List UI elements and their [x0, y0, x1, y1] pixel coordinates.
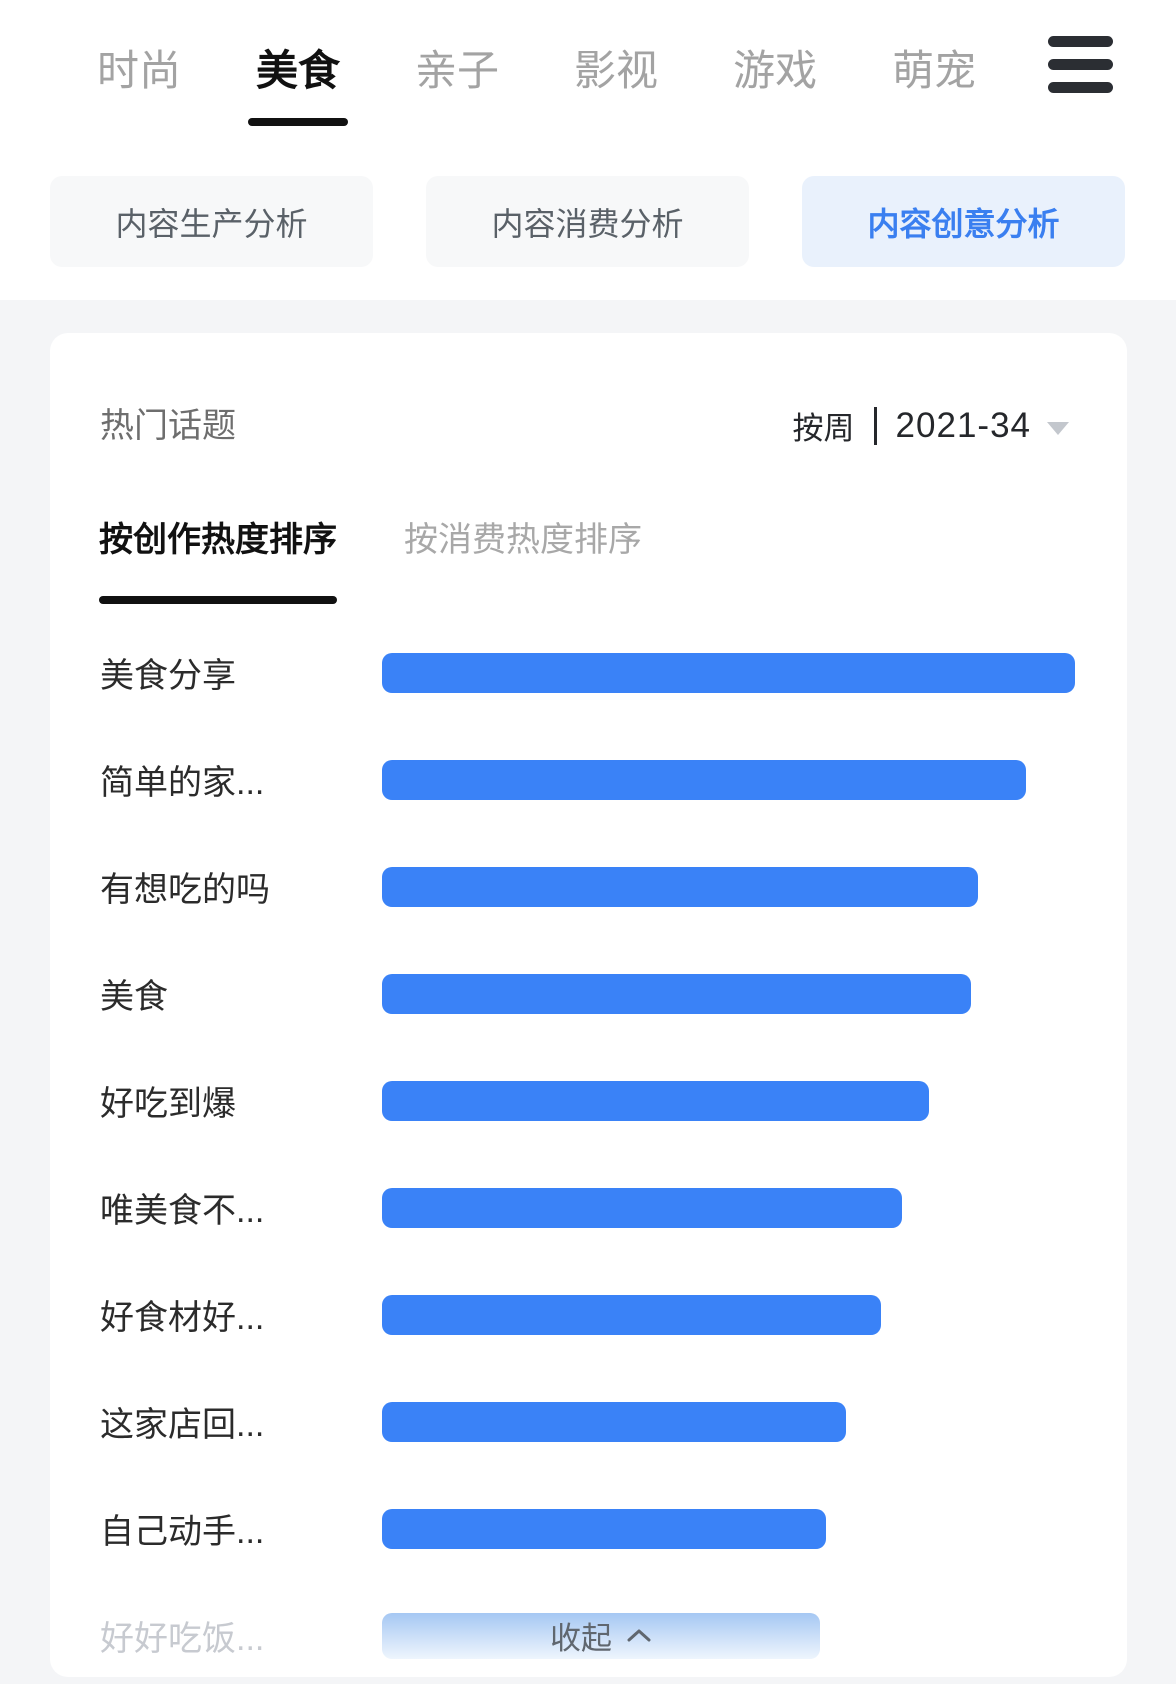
topic-row: 有想吃的吗: [50, 833, 1127, 940]
category-tab-label: 亲子: [415, 47, 500, 94]
topic-row: 美食: [50, 940, 1127, 1047]
topic-label: 美食分享: [100, 657, 236, 695]
top-bar: 时尚 美食 亲子 影视 游戏 萌宠 内容生产分析 内容消费分析 内容创意分析: [0, 0, 1176, 300]
category-tab[interactable]: 亲子: [415, 37, 499, 126]
category-tab[interactable]: 影视: [574, 37, 658, 126]
analysis-mode-pills: 内容生产分析 内容消费分析 内容创意分析: [50, 176, 1125, 267]
topic-label: 好吃到爆: [100, 1085, 236, 1123]
topic-bar-chart: 美食分享 简单的家... 有想吃的吗 美食 好吃到爆 唯美食不... 好食材好.…: [50, 619, 1127, 1677]
caret-down-icon: [1047, 421, 1069, 435]
analysis-mode-pill[interactable]: 内容消费分析: [426, 176, 749, 267]
sort-tab-label: 按消费热度排序: [404, 521, 642, 559]
topic-row: 美食分享: [50, 619, 1127, 726]
topic-row: 简单的家...: [50, 726, 1127, 833]
active-sort-underline: [99, 596, 337, 604]
topic-row: 好吃到爆: [50, 1047, 1127, 1154]
category-tab-label: 时尚: [97, 47, 182, 94]
hot-topics-card: 热门话题 按周 2021-34 按创作热度排序 按消费热度排序 美食分享 简单的…: [50, 333, 1127, 1677]
period-selector[interactable]: 按周 2021-34: [793, 403, 1069, 448]
period-value: 2021-34: [895, 405, 1031, 445]
topic-label-collapsed: 好好吃饭...: [100, 1620, 265, 1658]
topic-label: 这家店回...: [100, 1406, 265, 1444]
topic-bar[interactable]: [382, 1080, 929, 1121]
collapse-label: 收起: [550, 1621, 612, 1656]
topic-bar[interactable]: [382, 652, 1075, 693]
topic-row: 自己动手...: [50, 1475, 1127, 1582]
topic-row: 这家店回...: [50, 1368, 1127, 1475]
analysis-mode-pill[interactable]: 内容生产分析: [50, 176, 373, 267]
sort-tab[interactable]: 按创作热度排序: [99, 520, 337, 604]
card-header: 热门话题 按周 2021-34: [50, 333, 1127, 448]
topic-label: 美食: [100, 978, 168, 1016]
topic-bar[interactable]: [382, 1294, 881, 1335]
card-title: 热门话题: [100, 406, 236, 445]
sort-tab[interactable]: 按消费热度排序: [404, 520, 642, 604]
topic-label: 唯美食不...: [100, 1192, 265, 1230]
period-mode-label: 按周: [792, 411, 855, 446]
collapsed-topic-row: 好好吃饭... 收起: [50, 1582, 1127, 1677]
topic-bar[interactable]: [382, 1508, 826, 1549]
active-tab-underline: [248, 118, 349, 126]
topic-bar[interactable]: [382, 973, 971, 1014]
topic-row: 好食材好...: [50, 1261, 1127, 1368]
sort-tab-label: 按创作热度排序: [99, 521, 337, 559]
topic-bar[interactable]: [382, 759, 1026, 800]
topic-bar[interactable]: [382, 1401, 846, 1442]
category-tab-label: 美食: [256, 47, 341, 94]
topic-label: 简单的家...: [100, 764, 265, 802]
topic-row: 唯美食不...: [50, 1154, 1127, 1261]
topic-label: 有想吃的吗: [100, 871, 270, 909]
category-tab[interactable]: 萌宠: [892, 37, 976, 126]
hamburger-bar: [1048, 36, 1113, 47]
collapse-button[interactable]: 收起: [382, 1612, 820, 1659]
topic-bar[interactable]: [382, 1187, 902, 1228]
hamburger-bar: [1048, 82, 1113, 93]
analysis-mode-pill[interactable]: 内容创意分析: [802, 176, 1125, 267]
category-tab[interactable]: 美食: [248, 37, 349, 126]
hamburger-menu-icon[interactable]: [1048, 36, 1113, 93]
period-divider: [873, 406, 877, 445]
category-tab-label: 萌宠: [892, 47, 977, 94]
topic-bar[interactable]: [382, 866, 978, 907]
category-tabs: 时尚 美食 亲子 影视 游戏 萌宠: [0, 0, 1176, 126]
chevron-up-icon: [627, 1629, 651, 1642]
sort-tabs: 按创作热度排序 按消费热度排序: [50, 520, 1127, 604]
topic-label: 自己动手...: [100, 1513, 265, 1551]
category-tab[interactable]: 时尚: [97, 37, 181, 126]
category-tab-label: 影视: [574, 47, 659, 94]
topic-label: 好食材好...: [100, 1299, 265, 1337]
hamburger-bar: [1048, 59, 1113, 70]
category-tab-label: 游戏: [733, 47, 818, 94]
category-tab[interactable]: 游戏: [733, 37, 817, 126]
